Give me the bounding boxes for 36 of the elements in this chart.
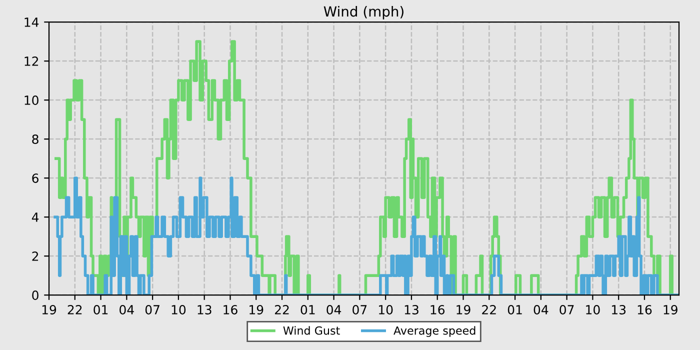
chart-title: Wind (mph) (324, 6, 404, 20)
x-tick-label: 07 (145, 304, 160, 314)
x-tick-label: 22 (482, 304, 496, 314)
x-tick-label: 04 (534, 304, 548, 314)
x-tick-label: 13 (612, 304, 626, 314)
x-tick-label: 22 (274, 304, 289, 314)
x-tick-label: 13 (198, 304, 212, 314)
x-tick-label: 19 (664, 304, 678, 314)
y-tick-label: 8 (32, 134, 38, 144)
x-tick-label: 01 (508, 304, 522, 314)
x-tick-label: 13 (404, 304, 418, 314)
y-tick-label: 0 (32, 290, 38, 300)
x-tick-label: 16 (638, 304, 652, 314)
x-tick-label: 04 (120, 304, 134, 314)
y-tick-label: 14 (24, 18, 39, 27)
y-tick-label: 4 (32, 212, 39, 222)
x-tick-label: 10 (172, 304, 186, 314)
y-tick-label: 6 (32, 174, 38, 183)
x-tick-label: 07 (560, 304, 574, 314)
x-tick-label: 07 (352, 304, 367, 314)
y-tick-label: 2 (32, 252, 38, 261)
x-tick-label: 16 (430, 304, 445, 314)
x-tick-label: 01 (300, 304, 315, 314)
x-tick-label: 04 (326, 304, 342, 314)
x-tick-label: 19 (456, 304, 470, 314)
x-tick-label: 10 (378, 304, 393, 314)
legend-label: Wind Gust (283, 326, 340, 335)
x-tick-label: 16 (224, 304, 238, 314)
y-tick-label: 10 (24, 96, 38, 105)
legend-label: Average speed (394, 326, 476, 337)
x-tick-label: 19 (250, 304, 264, 314)
x-tick-label: 22 (68, 304, 82, 314)
y-tick-label: 12 (24, 56, 38, 66)
x-tick-label: 01 (94, 304, 108, 314)
x-tick-label: 19 (42, 304, 56, 314)
x-tick-label: 10 (586, 304, 600, 314)
